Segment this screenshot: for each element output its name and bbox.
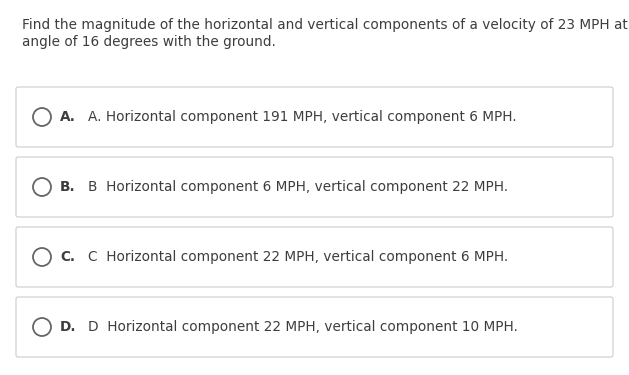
FancyBboxPatch shape bbox=[16, 157, 613, 217]
FancyBboxPatch shape bbox=[16, 227, 613, 287]
Text: B  Horizontal component 6 MPH, vertical component 22 MPH.: B Horizontal component 6 MPH, vertical c… bbox=[88, 180, 508, 194]
Text: C  Horizontal component 22 MPH, vertical component 6 MPH.: C Horizontal component 22 MPH, vertical … bbox=[88, 250, 508, 264]
Text: Find the magnitude of the horizontal and vertical components of a velocity of 23: Find the magnitude of the horizontal and… bbox=[22, 18, 629, 32]
Text: D.: D. bbox=[60, 320, 77, 334]
Text: B.: B. bbox=[60, 180, 75, 194]
FancyBboxPatch shape bbox=[16, 87, 613, 147]
Text: C.: C. bbox=[60, 250, 75, 264]
Text: D  Horizontal component 22 MPH, vertical component 10 MPH.: D Horizontal component 22 MPH, vertical … bbox=[88, 320, 518, 334]
FancyBboxPatch shape bbox=[16, 297, 613, 357]
Text: A. Horizontal component 191 MPH, vertical component 6 MPH.: A. Horizontal component 191 MPH, vertica… bbox=[88, 110, 516, 124]
Text: angle of 16 degrees with the ground.: angle of 16 degrees with the ground. bbox=[22, 35, 276, 49]
Text: A.: A. bbox=[60, 110, 76, 124]
